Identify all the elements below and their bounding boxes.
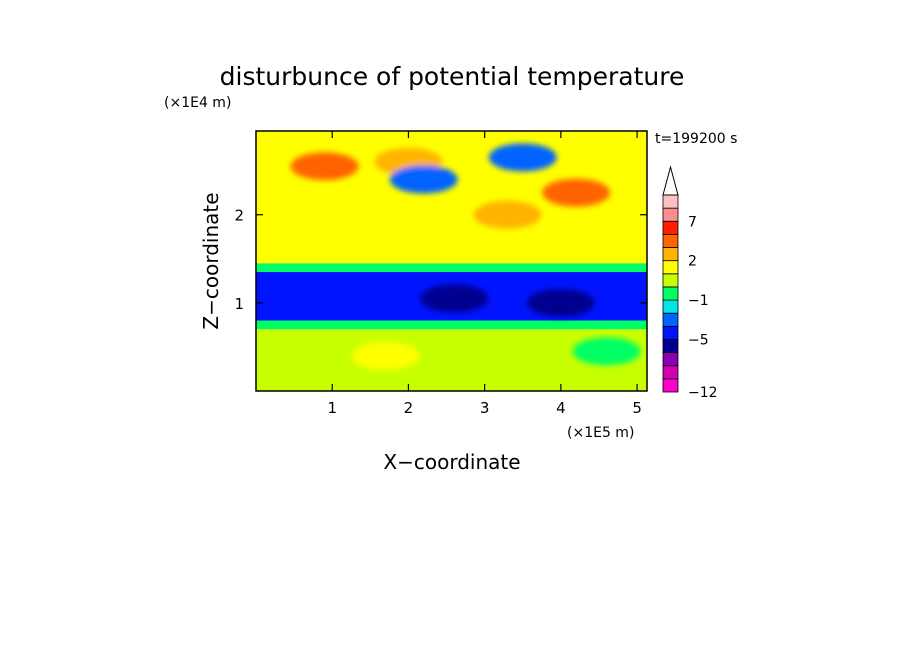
x-tick-label: 2	[404, 399, 414, 417]
x-tick-label: 4	[556, 399, 566, 417]
colorbar-segment	[662, 286, 679, 301]
field-band-3	[256, 263, 647, 273]
y-unit-label: (×1E4 m)	[164, 95, 231, 111]
x-axis: 1 2 3 4 5	[327, 131, 642, 417]
field-feature-6	[351, 341, 420, 370]
contour-field	[256, 131, 647, 391]
colorbar-extend-max	[662, 165, 679, 196]
x-tick-label: 5	[632, 399, 642, 417]
field-band-1	[256, 320, 647, 330]
colorbar-tick-label: −12	[688, 385, 718, 401]
y-tick-label: 2	[234, 207, 244, 225]
colorbar-segment	[662, 273, 679, 288]
y-axis: 12	[234, 207, 647, 313]
chart-title: disturbunce of potential temperature	[220, 62, 685, 91]
field-feature-4	[488, 143, 557, 172]
colorbar-segment	[662, 339, 679, 354]
field-feature-9	[526, 288, 595, 317]
field-feature-1	[473, 200, 542, 229]
field-feature-0	[542, 178, 611, 207]
colorbar-segment	[662, 207, 679, 222]
field-feature-7	[572, 337, 641, 366]
field-feature-5	[389, 165, 458, 194]
colorbar-segment	[662, 325, 679, 340]
colorbar-segment	[662, 352, 679, 367]
time-label: t=199200 s	[655, 131, 737, 147]
colorbar: 7 2 −1 −5 −12	[662, 165, 718, 401]
colorbar-segment	[662, 312, 679, 327]
colorbar-tick-label: −5	[688, 332, 709, 348]
colorbar-tick-label: 7	[688, 214, 697, 230]
x-unit-label: (×1E5 m)	[567, 425, 634, 441]
colorbar-segment	[662, 220, 679, 235]
colorbar-segment	[662, 260, 679, 275]
colorbar-tick-label: −1	[688, 293, 709, 309]
field-feature-8	[420, 284, 489, 313]
plot-frame	[255, 130, 648, 392]
y-axis-label: Z−coordinate	[199, 192, 223, 329]
colorbar-segment	[662, 194, 679, 209]
x-axis-label: X−coordinate	[383, 450, 520, 474]
colorbar-tick-label: 2	[688, 254, 697, 270]
colorbar-segment	[662, 247, 679, 262]
x-tick-label: 1	[327, 399, 337, 417]
field-feature-2	[290, 152, 359, 181]
colorbar-segment	[662, 299, 679, 314]
colorbar-segment	[662, 378, 679, 393]
colorbar-segment	[662, 233, 679, 248]
y-tick-label: 1	[234, 295, 244, 313]
x-tick-label: 3	[480, 399, 490, 417]
colorbar-segment	[662, 365, 679, 380]
